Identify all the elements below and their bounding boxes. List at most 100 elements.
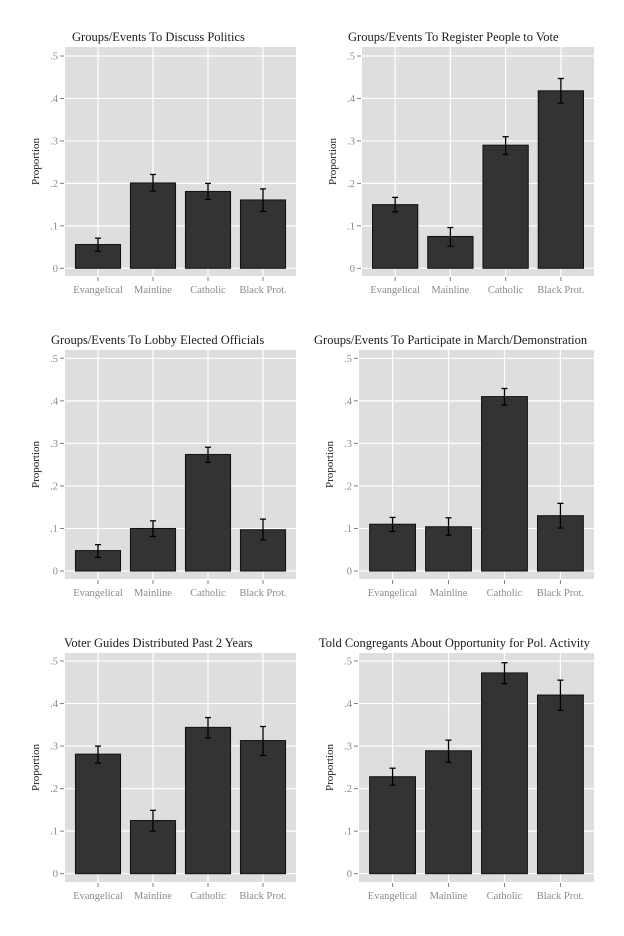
y-tick-label: 0 [347,869,352,880]
x-tick-label: Evangelical [73,891,123,902]
error-bar [389,516,396,533]
bar [184,190,232,269]
chart-title: Groups/Events To Participate in March/De… [314,333,588,347]
y-tick-label: .1 [344,827,352,838]
chart-panel: Told Congregants About Opportunity for P… [319,636,594,902]
chart-panel: Groups/Events To Register People to Vote… [327,30,594,296]
chart-title: Groups/Events To Lobby Elected Officials [51,333,264,347]
x-tick-label: Mainline [134,285,172,296]
error-bar [502,136,509,156]
y-tick-label: .2 [344,784,352,795]
bar [129,182,177,269]
chart-title: Groups/Events To Register People to Vote [348,30,559,44]
x-tick-label: Catholic [190,891,226,902]
error-bar [260,518,266,541]
y-axis-title: Proportion [30,440,42,488]
y-tick-label: .1 [50,827,58,838]
x-tick-label: Catholic [487,891,523,902]
y-tick-label: .5 [347,52,355,63]
y-axis-title: Proportion [324,743,336,791]
chart-title: Voter Guides Distributed Past 2 Years [64,636,253,650]
y-tick-label: 0 [347,567,352,578]
x-tick-label: Mainline [431,285,469,296]
x-tick-label: Black Prot. [239,891,286,902]
y-tick-label: .3 [50,742,58,753]
error-bar [95,237,101,252]
y-tick-label: 0 [53,567,58,578]
y-tick-label: .2 [50,179,58,190]
y-tick-label: .4 [344,396,353,407]
x-tick-label: Mainline [430,588,468,599]
y-tick-label: .2 [344,481,352,492]
y-tick-label: .4 [50,94,59,105]
y-tick-label: 0 [53,264,58,275]
x-tick-label: Mainline [134,588,172,599]
y-tick-label: .4 [344,699,353,710]
bar [239,740,287,875]
x-tick-label: Black Prot. [537,285,584,296]
error-bar [260,188,266,213]
y-tick-label: .3 [344,439,352,450]
x-tick-label: Catholic [487,588,523,599]
x-tick-label: Catholic [190,285,226,296]
y-axis-title: Proportion [324,440,336,488]
y-tick-label: .5 [344,354,352,365]
error-bar [557,679,564,711]
bar [74,753,122,875]
error-bar [389,767,396,786]
y-tick-label: .3 [50,439,58,450]
y-axis-title: Proportion [327,137,339,185]
error-bar [150,173,156,192]
chart-panel: Groups/Events To Participate in March/De… [314,333,594,599]
error-bar [501,387,508,406]
y-tick-label: .1 [50,221,58,232]
error-bar [557,77,564,104]
x-tick-label: Black Prot. [537,588,584,599]
y-axis-title: Proportion [30,137,42,185]
x-tick-label: Mainline [134,891,172,902]
chart-panel: Groups/Events To Lobby Elected Officials… [30,333,296,599]
bar [184,726,232,875]
error-bar [445,739,452,763]
x-tick-label: Black Prot. [537,891,584,902]
error-bar [205,182,211,201]
y-tick-label: .5 [50,354,58,365]
error-bar [95,745,101,764]
error-bar [95,543,101,559]
y-tick-label: .1 [50,524,58,535]
chart-title: Groups/Events To Discuss Politics [72,30,245,44]
chart-panel: Groups/Events To Discuss Politics 0 .1 .2 .3… [30,30,296,296]
y-tick-label: .2 [347,179,355,190]
y-axis-title: Proportion [30,743,42,791]
bar [369,776,417,875]
y-tick-label: .5 [50,52,58,63]
error-bar [150,520,156,538]
x-tick-label: Black Prot. [239,285,286,296]
y-tick-label: .3 [50,136,58,147]
y-tick-label: .2 [50,481,58,492]
y-tick-label: .2 [50,784,58,795]
bar [481,672,528,875]
bar [425,750,472,875]
error-bar [205,446,211,464]
x-tick-label: Mainline [430,891,468,902]
bar [371,204,419,269]
error-bar [445,517,452,536]
error-bar [150,809,156,832]
y-tick-label: .1 [344,524,352,535]
y-tick-label: .4 [50,699,59,710]
x-tick-label: Black Prot. [239,588,286,599]
y-tick-label: .5 [50,657,58,668]
y-tick-label: .4 [347,94,356,105]
error-bar [557,502,564,529]
error-bar [447,226,454,247]
x-tick-label: Catholic [190,588,226,599]
error-bar [392,196,399,213]
chart-panel: Voter Guides Distributed Past 2 Years 0 .1… [30,636,296,902]
y-tick-label: .5 [344,657,352,668]
y-tick-label: .3 [347,136,355,147]
y-tick-label: 0 [350,264,355,275]
bar [536,694,584,875]
chart-title: Told Congregants About Opportunity for P… [319,636,591,650]
x-tick-label: Catholic [488,285,524,296]
